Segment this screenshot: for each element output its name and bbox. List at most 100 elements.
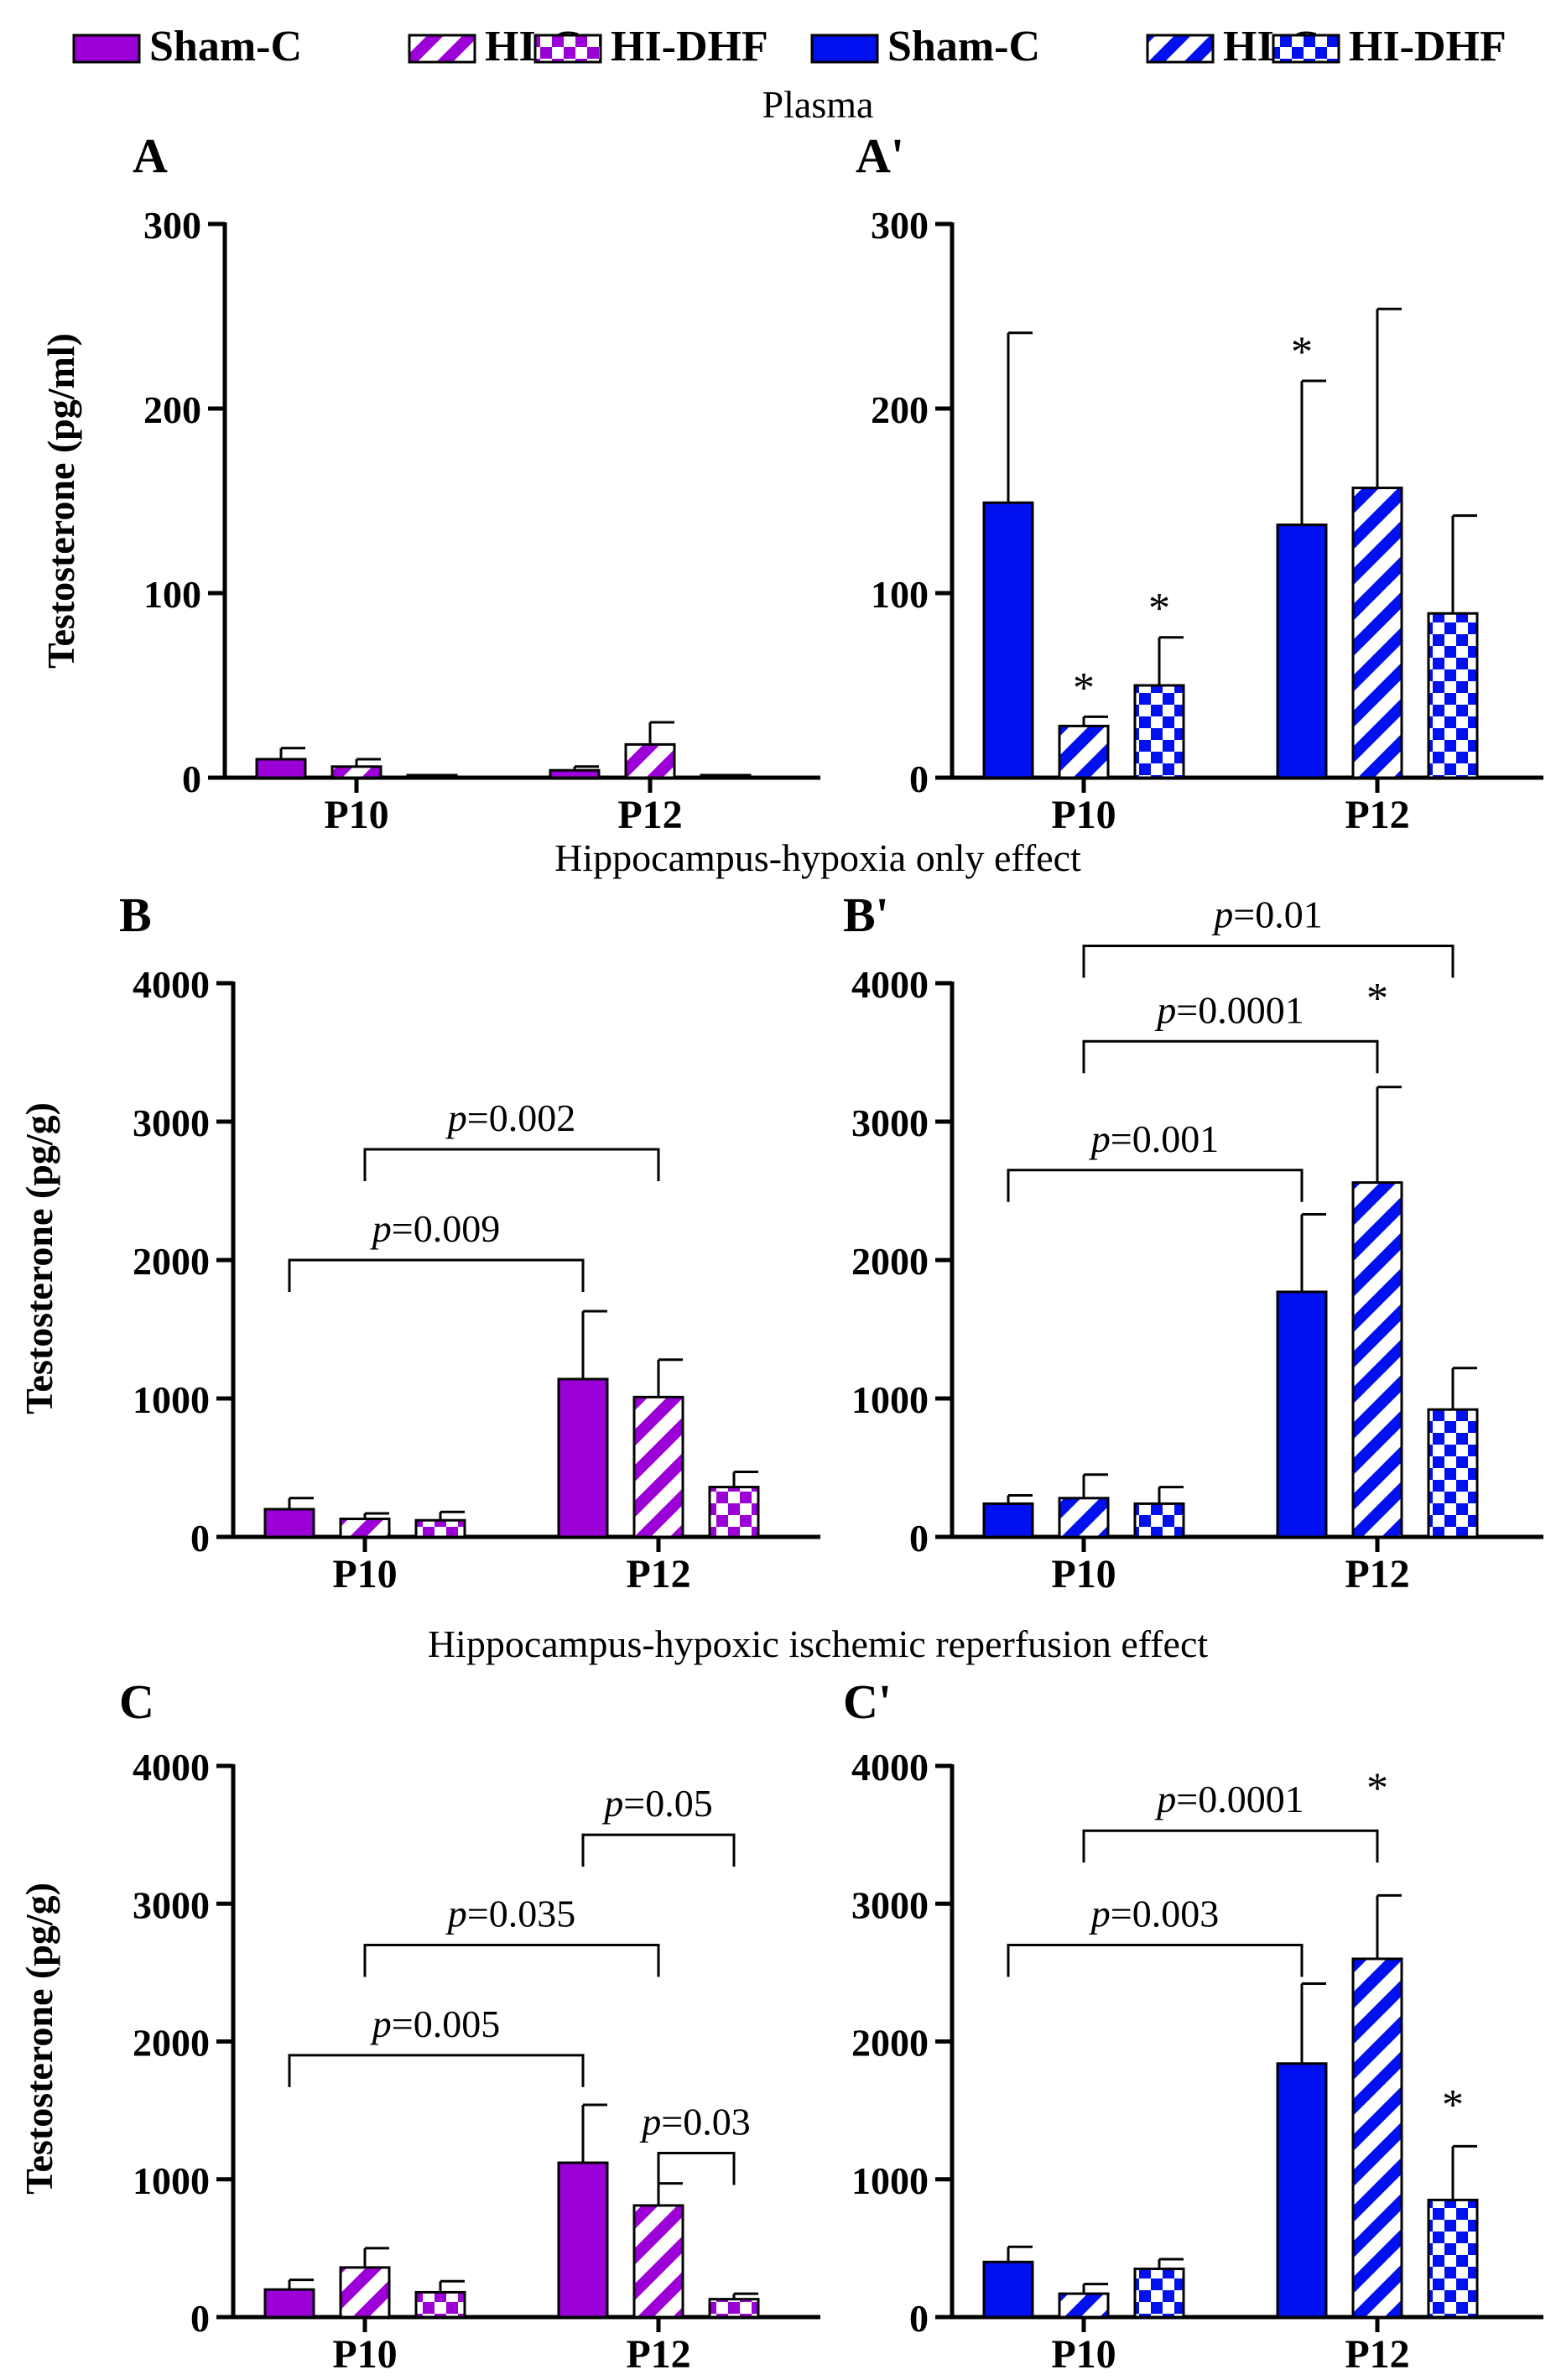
legend-label-purple-0: Sham-C: [149, 23, 302, 70]
bar-hi-dhf-p10: [1133, 1502, 1185, 1539]
legend-label-blue-0: Sham-C: [887, 23, 1040, 70]
bar-sham-c-p10: [255, 758, 307, 779]
p-value-label: p=0.003: [1089, 1893, 1219, 1935]
panel-letter: A': [856, 128, 904, 183]
bar-sham-c-p10: [982, 1502, 1034, 1539]
p-value-italic-p: p: [1089, 1117, 1111, 1160]
panel-a: A Testosterone (pg/ml) 0 100 200 300 P10 P12: [39, 128, 820, 837]
y-tick-label: 0: [190, 1517, 210, 1560]
bar-hi-c-p12: [1351, 1181, 1403, 1539]
x-tick-label: P10: [332, 1552, 397, 1596]
p-value-number: =0.05: [623, 1782, 712, 1825]
bar-sham-c-p12: [549, 768, 601, 779]
y-tick-label: 0: [909, 1517, 929, 1560]
p-value-number: =0.009: [392, 1207, 500, 1250]
p-value-bracket: [657, 2152, 736, 2185]
panel-letter: C: [119, 1674, 154, 1729]
y-tick-label: 3000: [133, 1883, 210, 1926]
y-tick-label: 2000: [133, 1240, 210, 1283]
p-value-bracket: [1007, 1944, 1304, 1977]
p-value-bracket: [581, 1833, 736, 1867]
y-tick-label: 100: [871, 573, 929, 616]
bar-sham-c-p10: [982, 2260, 1034, 2319]
p-value-label: p=0.001: [1089, 1117, 1219, 1160]
bar-hi-c-p10: [1058, 2292, 1110, 2319]
p-value-italic-p: p: [1211, 893, 1233, 935]
x-tick-label: P12: [626, 1552, 690, 1596]
bar-hi-dhf-p10: [406, 773, 458, 779]
legend-swatch-blue-0: [810, 34, 879, 64]
p-value-label: p=0.0001: [1154, 988, 1304, 1031]
p-value-number: =0.01: [1233, 893, 1322, 935]
panel-letter: A: [133, 128, 168, 183]
panel-letter: B': [843, 888, 889, 942]
panel-letter: B: [119, 888, 152, 942]
y-tick-label: 2000: [851, 2022, 929, 2065]
bar-sham-c-p10: [263, 2288, 315, 2319]
panel-a-prime: A' 0 100 200 300 P10 P12 * * *: [856, 128, 1543, 837]
x-tick-label: P12: [1345, 2332, 1409, 2377]
x-tick-label: P10: [1051, 793, 1116, 837]
p-value-label: p=0.0001: [1154, 1778, 1304, 1820]
p-value-bracket: [1082, 1039, 1379, 1074]
p-value-italic-p: p: [1154, 1778, 1176, 1820]
p-value-label: p=0.002: [445, 1096, 575, 1139]
row-title-plasma: Plasma: [762, 83, 874, 126]
bar-sham-c-p12: [557, 2161, 609, 2319]
p-value-number: =0.002: [467, 1096, 575, 1139]
y-axis-title: Testosterone (pg/ml): [39, 333, 82, 669]
y-tick-label: 1000: [133, 2159, 210, 2202]
legend-label-purple-2: HI-DHF: [611, 23, 768, 70]
bar-hi-c-p12: [632, 1395, 684, 1539]
x-tick-label: P12: [617, 793, 682, 837]
bar-sham-c-p12: [1276, 1290, 1328, 1539]
y-tick-label: 0: [190, 2297, 210, 2340]
p-value-italic-p: p: [445, 1893, 467, 1935]
legend-swatch-blue-1: [1146, 34, 1215, 64]
p-value-label: p=0.03: [639, 2101, 750, 2143]
y-tick-label: 200: [143, 388, 201, 431]
bar-hi-c-p10: [339, 2266, 391, 2319]
y-tick-label: 3000: [133, 1101, 210, 1144]
p-value-number: =0.035: [467, 1893, 575, 1935]
p-value-number: =0.005: [392, 2002, 500, 2045]
y-axis-title: Testosterone (pg/g): [18, 1102, 60, 1414]
p-value-bracket: [288, 2054, 585, 2087]
x-tick-label: P12: [626, 2332, 690, 2377]
bar-sham-c-p10: [982, 501, 1034, 779]
p-value-label: p=0.05: [601, 1782, 712, 1825]
bar-hi-c-p12: [632, 2204, 684, 2319]
panel-letter: C': [843, 1674, 892, 1729]
significance-star: *: [1366, 975, 1388, 1023]
bar-hi-c-p10: [339, 1518, 391, 1539]
p-value-label: p=0.01: [1211, 893, 1322, 935]
bar-sham-c-p12: [1276, 523, 1328, 779]
bar-hi-dhf-p12: [708, 2298, 760, 2319]
x-tick-label: P10: [1051, 1552, 1116, 1596]
y-tick-label: 0: [909, 2297, 929, 2340]
bar-hi-dhf-p12: [700, 773, 752, 779]
y-tick-label: 0: [182, 758, 201, 800]
x-tick-label: P10: [1051, 2332, 1116, 2377]
significance-star: *: [1073, 664, 1095, 712]
row-title-hi-reperfusion: Hippocampus-hypoxic ischemic reperfusion…: [428, 1622, 1209, 1665]
x-tick-label: P10: [324, 793, 388, 837]
p-value-italic-p: p: [601, 1782, 623, 1825]
panel-b: B Testosterone (pg/g) 0 1000 2000 3000 4000 P10…: [18, 888, 820, 1596]
y-tick-label: 3000: [851, 1883, 929, 1926]
y-tick-label: 3000: [851, 1101, 929, 1144]
significance-star: *: [1442, 2081, 1464, 2129]
y-tick-label: 200: [871, 388, 929, 431]
p-value-bracket: [363, 1944, 660, 1977]
bar-hi-dhf-p10: [1133, 684, 1185, 779]
p-value-italic-p: p: [445, 1096, 467, 1139]
bar-hi-c-p10: [330, 765, 382, 779]
bar-hi-c-p10: [1058, 724, 1110, 779]
x-tick-label: P12: [1345, 1552, 1409, 1596]
p-value-label: p=0.005: [370, 2002, 500, 2045]
bar-hi-c-p12: [1351, 1957, 1403, 2319]
legend-swatch-purple-2: [533, 34, 602, 64]
bar-hi-dhf-p12: [1427, 2198, 1479, 2319]
bar-hi-dhf-p10: [1133, 2268, 1185, 2319]
